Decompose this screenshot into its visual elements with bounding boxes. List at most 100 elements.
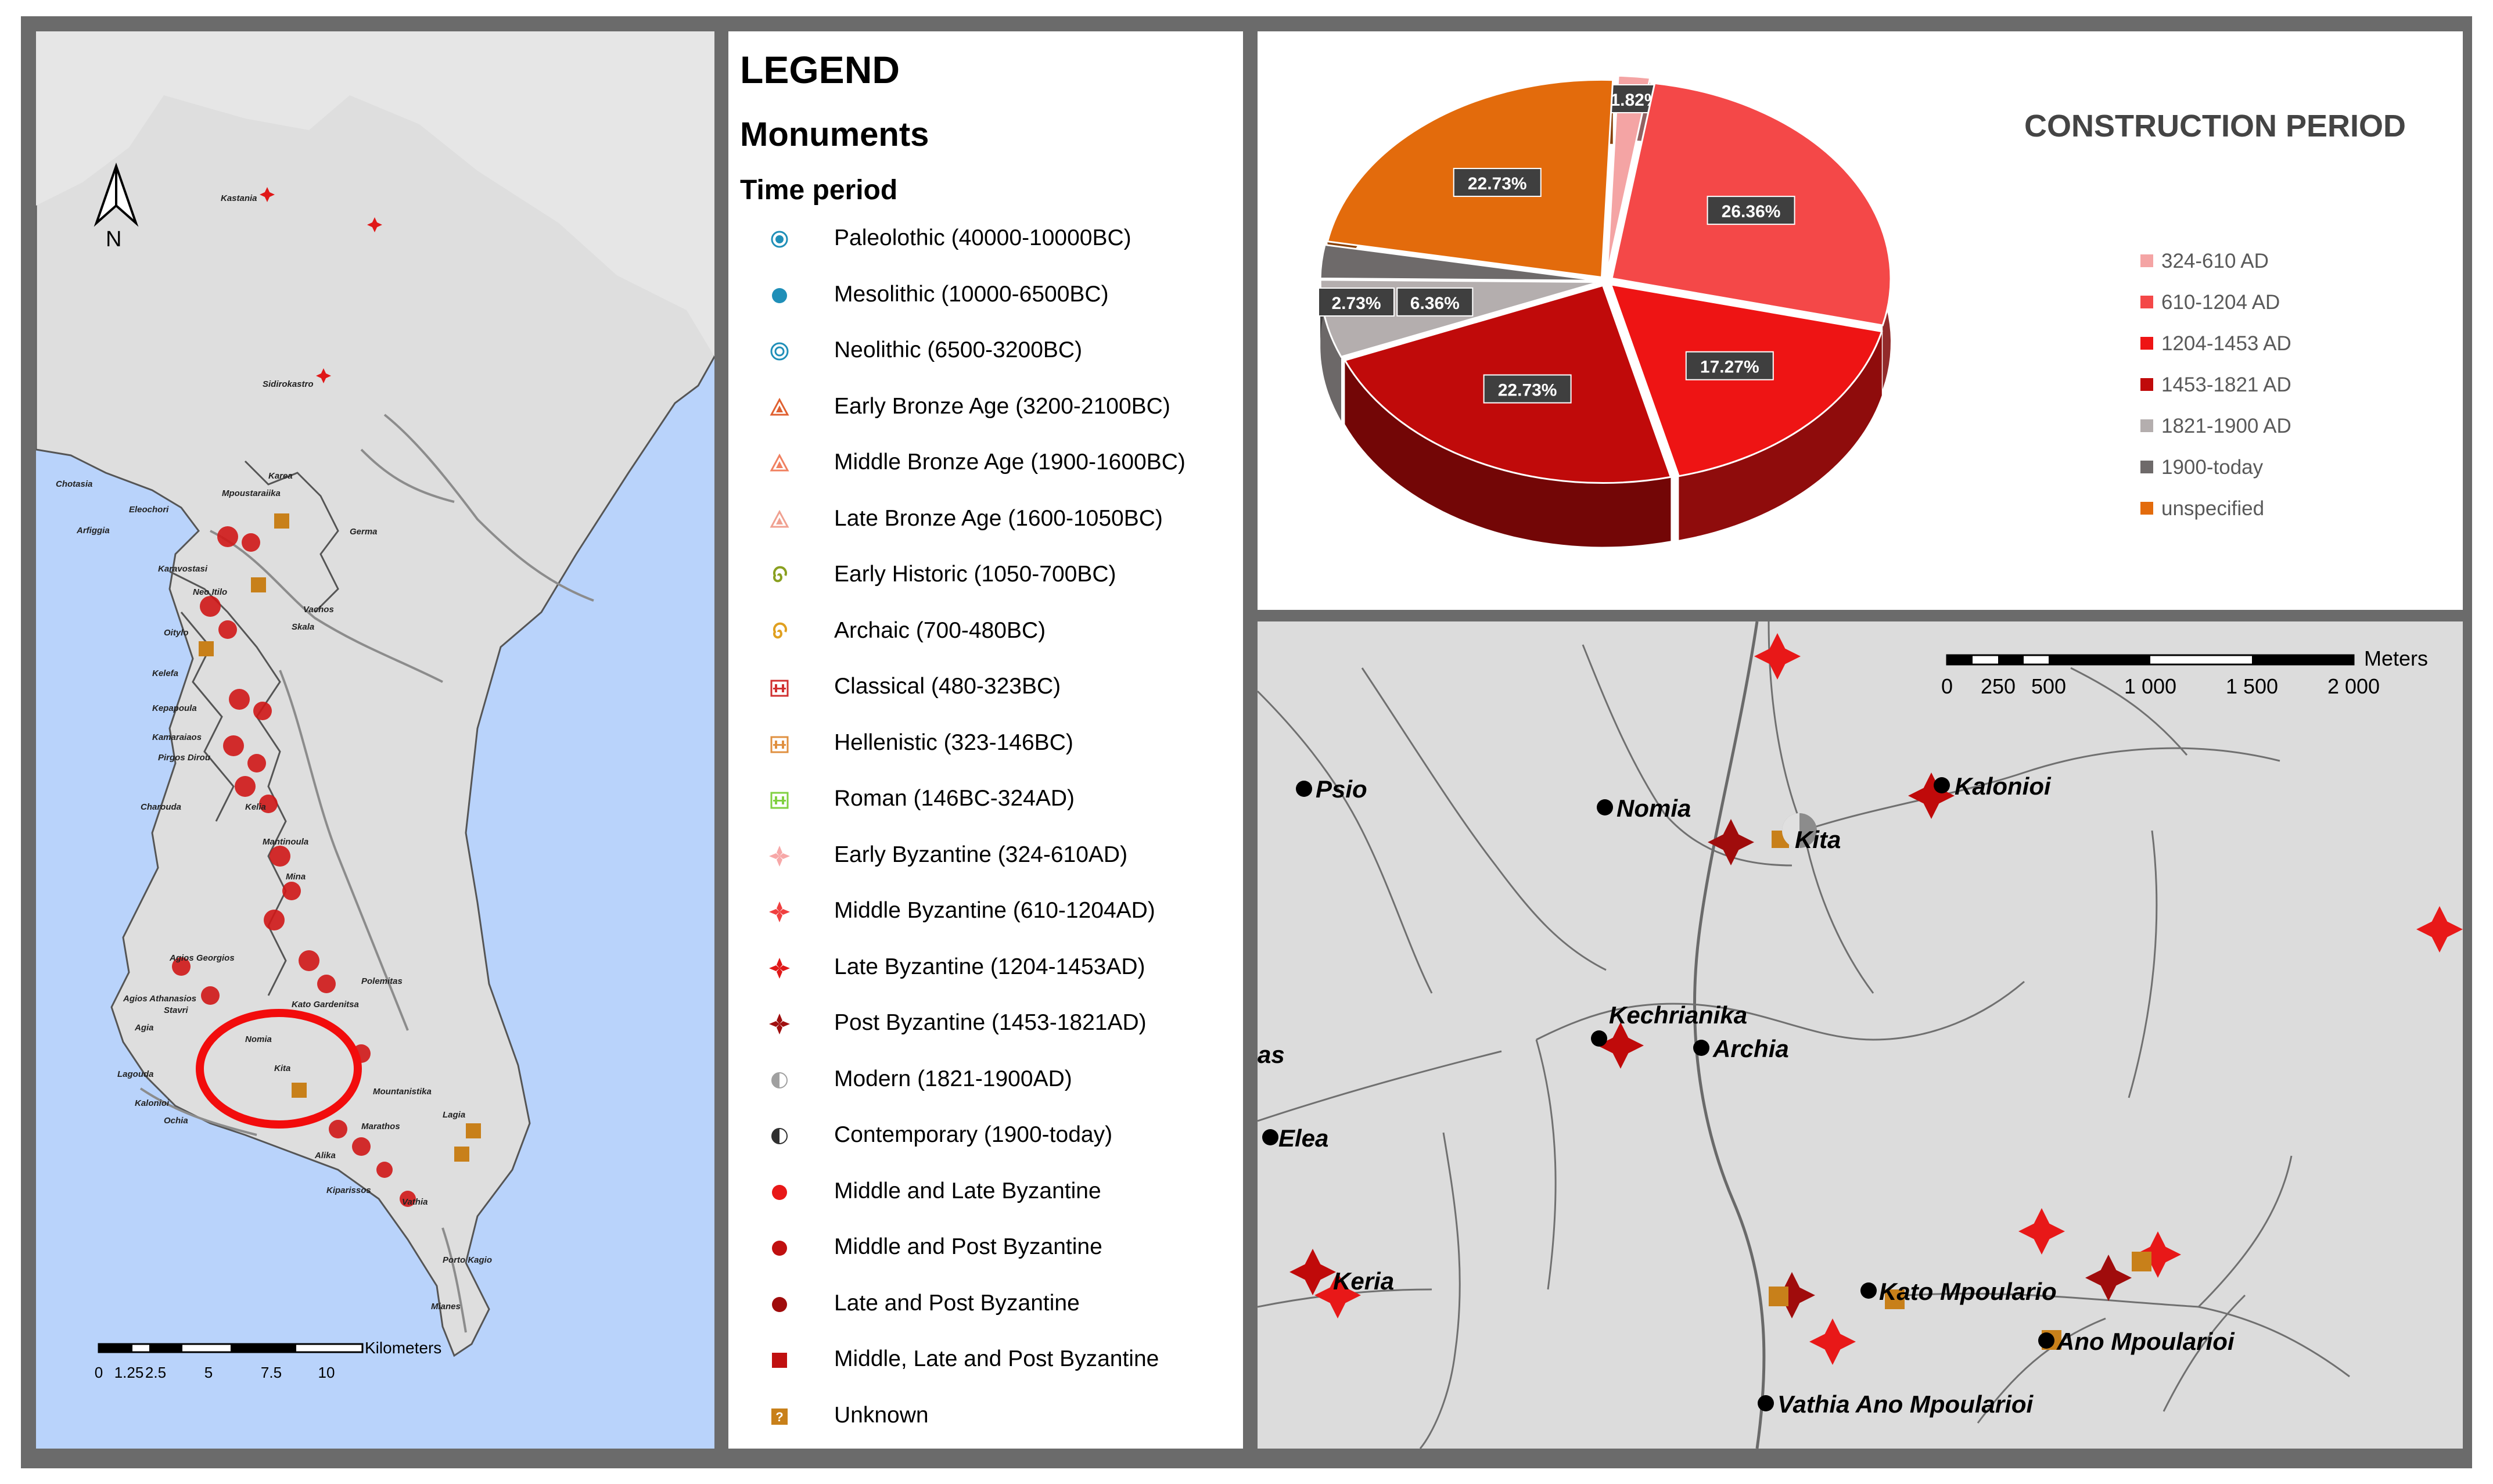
legend-item-label: Middle and Post Byzantine [834, 1234, 1102, 1259]
scale-tick: 2.5 [145, 1364, 166, 1381]
data-label: 26.36% [1722, 202, 1781, 221]
monument-marker[interactable] [1289, 1249, 1336, 1295]
place-label: Mina [286, 872, 306, 882]
legend-item: Paleolothic (40000-10000BC) [728, 216, 1243, 263]
chart-legend-swatch [2140, 296, 2153, 308]
pie-slice [1606, 74, 1651, 274]
legend-item: Middle, Late and Post Byzantine [728, 1337, 1243, 1384]
detail-map[interactable]: Psio Nomia Kita Kalonioi Kechrianika Arc… [1258, 621, 2463, 1449]
place-label: Karea [268, 471, 293, 481]
legend-item: Middle and Late Byzantine [728, 1169, 1243, 1216]
legend-subtitle: Monuments [740, 116, 929, 153]
place-label: Kato Gardenitsa [292, 1000, 359, 1009]
legend-item: Middle and Post Byzantine [728, 1225, 1243, 1271]
monument-marker[interactable] [2135, 1231, 2181, 1278]
monument-marker[interactable] [2416, 906, 2463, 953]
monument-marker[interactable] [2018, 1208, 2065, 1255]
monument-marker[interactable] [1754, 633, 1801, 680]
legend-item-label: Late Byzantine (1204-1453AD) [834, 954, 1145, 979]
pie-slice-side [1345, 360, 1671, 547]
legend-item-label: Archaic (700-480BC) [834, 617, 1046, 643]
study-area-highlight [196, 1009, 362, 1129]
legend-symbol-icon [770, 397, 789, 415]
legend-symbol-icon [770, 736, 789, 753]
chart-legend-label: 324-610 AD [2161, 250, 2269, 272]
scale-tick: 10 [318, 1364, 335, 1381]
place-label: Kalonioi [135, 1098, 170, 1108]
legend-item: Contemporary (1900-today) [728, 1113, 1243, 1159]
place-label: Neo Itilo [193, 587, 227, 597]
place-label: Kelefa [152, 669, 178, 678]
legend-item-label: Hellenistic (323-146BC) [834, 730, 1073, 755]
place-label: Agios Athanasios [123, 994, 196, 1004]
scale-bar: Kilometers 0 1.25 2.5 5 7.5 10 [95, 1339, 442, 1381]
legend-section: Time period [740, 175, 898, 206]
detail-scale-tick: 500 [2031, 674, 2066, 698]
place-label: Sidirokastro [263, 379, 314, 389]
monument-marker[interactable] [1809, 1318, 1856, 1365]
place-label: Charouda [141, 802, 181, 812]
legend-item-label: Early Historic (1050-700BC) [834, 562, 1116, 587]
scale-tick: 7.5 [261, 1364, 282, 1381]
settlement-label: Ano Mpoularioi [2056, 1328, 2235, 1355]
legend-item-label: Neolithic (6500-3200BC) [834, 337, 1083, 362]
chart-legend-swatch [2140, 502, 2153, 515]
legend-item: Post Byzantine (1453-1821AD) [728, 1001, 1243, 1047]
monument-marker[interactable] [367, 217, 382, 232]
place-label: Mpoustaraiika [222, 488, 281, 498]
settlement-label: Nomia [1617, 795, 1691, 822]
monument-marker[interactable] [1597, 1022, 1644, 1069]
legend-item-label: Middle Byzantine (610-1204AD) [834, 898, 1155, 923]
legend-item-label: Modern (1821-1900AD) [834, 1066, 1072, 1091]
monument-marker[interactable] [316, 368, 331, 383]
detail-scale-tick: 1 500 [2226, 674, 2278, 698]
monument-marker[interactable] [1908, 772, 1955, 819]
place-label: Kepapoula [152, 703, 197, 713]
place-label: Nomia [245, 1034, 272, 1044]
place-label: Chotasia [56, 479, 92, 489]
scale-tick: 1.25 [114, 1364, 144, 1381]
legend-item-label: Late Bronze Age (1600-1050BC) [834, 505, 1163, 531]
data-label: 6.36% [1410, 294, 1460, 313]
chart-legend-label: 610-1204 AD [2161, 291, 2280, 314]
data-label-box [1453, 168, 1542, 197]
place-label: Marathos [361, 1122, 400, 1131]
monument-marker[interactable] [260, 187, 275, 202]
monument-marker[interactable] [1314, 1272, 1361, 1318]
place-label: Kiparissos [326, 1185, 371, 1195]
legend-item: Roman (146BC-324AD) [728, 777, 1243, 823]
legend-item: Middle Byzantine (610-1204AD) [728, 889, 1243, 935]
legend-symbol-icon [769, 901, 790, 922]
data-label: 17.27% [1700, 358, 1759, 377]
legend-symbol-icon [769, 845, 790, 867]
settlement-label: Kato Mpoulario [1879, 1278, 2057, 1305]
detail-unknown-markers [1769, 831, 2151, 1350]
legend-item-label: Paleolothic (40000-10000BC) [834, 225, 1131, 250]
place-label: Kamaraiaos [152, 732, 202, 742]
monument-marker[interactable] [1769, 1272, 1815, 1318]
place-label: Pirgos Dirou [158, 753, 210, 763]
monument-markers [260, 187, 382, 383]
settlement-label: Archia [1712, 1035, 1789, 1062]
overview-map[interactable]: Kastania Sidirokastro Chotasia Arfiggia … [36, 31, 714, 1449]
place-label: Kita [274, 1063, 290, 1073]
chart-legend-label: unspecified [2161, 497, 2265, 520]
legend-symbol-icon [772, 1184, 787, 1200]
legend-symbol-icon [772, 1353, 787, 1368]
pie-slice [1610, 283, 1883, 477]
data-label: 22.73% [1468, 174, 1527, 193]
scale-tick: 0 [95, 1364, 103, 1381]
monument-marker[interactable] [1708, 819, 1754, 865]
place-label: Polemitas [361, 976, 403, 986]
legend-symbol-icon [773, 622, 787, 638]
chart-legend-label: 1204-1453 AD [2161, 332, 2291, 355]
monument-marker[interactable] [2085, 1255, 2132, 1301]
detail-scale-bar: Meters 0 250 500 1 000 1 500 2 000 [1941, 646, 2428, 698]
pie-slice-side [1679, 331, 1882, 540]
place-label: Kelia [245, 802, 266, 812]
scale-unit: Kilometers [365, 1339, 441, 1357]
settlement-label: Kita [1795, 826, 1841, 853]
place-label: Lagouda [117, 1069, 154, 1079]
pie-chart-canvas: 1.82%26.36%17.27%22.73%6.36%2.73%22.73% [1318, 74, 1892, 547]
data-label-box [1685, 351, 1774, 380]
